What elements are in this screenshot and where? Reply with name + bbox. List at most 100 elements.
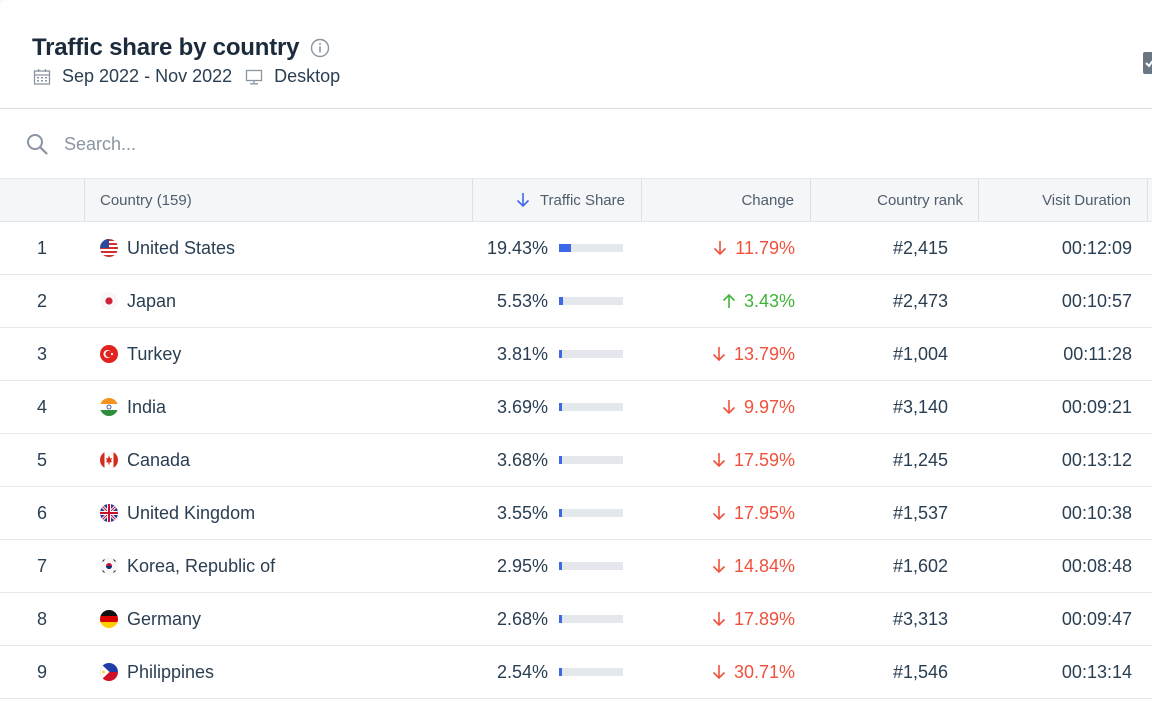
table-row[interactable]: 5 Canada 3.68% 17.59% #1,245 00:13:12	[0, 434, 1152, 487]
country-cell[interactable]: Canada	[100, 434, 190, 486]
change-value: 9.97%	[743, 396, 795, 417]
table-row[interactable]: 8 Germany 2.68% 17.89% #3,313 00:09:47	[0, 593, 1152, 646]
country-cell[interactable]: Korea, Republic of	[100, 540, 275, 592]
country-cell[interactable]: United States	[100, 222, 235, 274]
change-value: 17.95%	[733, 502, 795, 523]
table-row[interactable]: 7 Korea, Republic of 2.95% 14.84% #1,602 00:0…	[0, 540, 1152, 593]
table-row[interactable]: 3 Turkey 3.81% 13.79% #1,004 00:11:28	[0, 328, 1152, 381]
info-icon[interactable]	[310, 38, 330, 58]
table-row[interactable]: 6 United Kingdom 3.55% 17.95% #1,537 00:10:38	[0, 487, 1152, 540]
flag-ph-icon	[100, 663, 118, 681]
country-rank-value: #1,537	[892, 502, 948, 523]
traffic-share-bar-fill	[559, 562, 562, 570]
change-value: 14.84%	[733, 555, 795, 576]
arrow-down-icon	[712, 664, 726, 680]
traffic-share-bar	[559, 509, 623, 517]
traffic-share-cell: 2.54%	[473, 646, 623, 698]
search-input[interactable]	[64, 129, 564, 159]
search-icon	[25, 132, 49, 156]
flag-tr-icon	[100, 345, 118, 363]
traffic-share-bar	[559, 615, 623, 623]
country-name: Canada	[127, 449, 191, 470]
traffic-share-value: 3.55%	[496, 502, 548, 523]
traffic-share-value: 3.68%	[496, 449, 548, 470]
arrow-down-icon	[712, 346, 726, 362]
country-name: Germany	[127, 608, 202, 629]
traffic-share-bar	[559, 668, 623, 676]
table-body: 1 United States 19.43% 11.79% #2,415 00:12:09…	[0, 222, 1152, 699]
sort-down-icon	[516, 192, 530, 208]
traffic-share-cell: 5.53%	[473, 275, 623, 327]
change-cell: 11.79%	[642, 222, 795, 274]
traffic-share-cell: 3.81%	[473, 328, 623, 380]
country-cell[interactable]: Japan	[100, 275, 176, 327]
country-rank-value: #2,415	[892, 237, 948, 258]
visit-duration-value: 00:09:21	[1061, 396, 1132, 417]
row-index: 5	[36, 449, 47, 470]
country-cell[interactable]: Philippines	[100, 646, 214, 698]
table-row[interactable]: 4 India 3.69% 9.97% #3,140 00:09:21	[0, 381, 1152, 434]
traffic-share-bar	[559, 562, 623, 570]
arrow-down-icon	[712, 558, 726, 574]
change-cell: 30.71%	[642, 646, 795, 698]
flag-gb-icon	[100, 504, 118, 522]
country-cell[interactable]: United Kingdom	[100, 487, 255, 539]
country-cell[interactable]: Germany	[100, 593, 201, 645]
change-value: 3.43%	[743, 290, 795, 311]
visit-duration-value: 00:11:28	[1063, 343, 1132, 364]
flag-de-icon	[100, 610, 118, 628]
country-name: Turkey	[127, 343, 182, 364]
change-cell: 9.97%	[642, 381, 795, 433]
country-name: Japan	[127, 290, 177, 311]
traffic-share-bar	[559, 244, 623, 252]
traffic-share-bar-fill	[559, 403, 562, 411]
traffic-share-bar-fill	[559, 297, 563, 305]
country-name: United Kingdom	[127, 502, 256, 523]
traffic-share-value: 2.54%	[496, 661, 548, 682]
traffic-share-bar	[559, 297, 623, 305]
traffic-share-value: 2.68%	[496, 608, 548, 629]
row-index: 6	[36, 502, 47, 523]
visit-duration-value: 00:13:14	[1061, 661, 1132, 682]
traffic-share-bar-fill	[559, 615, 562, 623]
device-label: Desktop	[274, 66, 341, 86]
country-rank-value: #1,004	[892, 343, 948, 364]
traffic-share-value: 3.69%	[496, 396, 548, 417]
row-index: 9	[36, 661, 47, 682]
country-rank-value: #1,602	[892, 555, 948, 576]
country-cell[interactable]: Turkey	[100, 328, 181, 380]
country-cell[interactable]: India	[100, 381, 166, 433]
column-country[interactable]: Country (159)	[100, 191, 192, 209]
date-range: Sep 2022 - Nov 2022	[62, 66, 233, 86]
traffic-share-value: 19.43%	[486, 237, 548, 258]
page-title: Traffic share by country	[32, 34, 300, 61]
traffic-share-cell: 3.55%	[473, 487, 623, 539]
traffic-share-bar-fill	[559, 456, 562, 464]
country-rank-value: #3,140	[892, 396, 948, 417]
flag-in-icon	[100, 398, 118, 416]
arrow-down-icon	[712, 611, 726, 627]
table-row[interactable]: 2 Japan 5.53% 3.43% #2,473 00:10:57	[0, 275, 1152, 328]
column-country-rank[interactable]: Country rank	[877, 191, 963, 209]
traffic-share-value: 3.81%	[496, 343, 548, 364]
table-header: Country (159) Traffic Share Change Count…	[0, 179, 1152, 222]
traffic-share-bar	[559, 403, 623, 411]
column-visit-duration[interactable]: Visit Duration	[1042, 191, 1131, 209]
table-row[interactable]: 9 Philippines 2.54% 30.71% #1,546 00:13:14	[0, 646, 1152, 699]
export-icon[interactable]	[1142, 50, 1152, 76]
traffic-share-bar	[559, 456, 623, 464]
traffic-share-value: 2.95%	[496, 555, 548, 576]
country-rank-value: #1,546	[892, 661, 948, 682]
visit-duration-value: 00:13:12	[1061, 449, 1132, 470]
calendar-icon	[32, 67, 52, 87]
column-traffic-share-label: Traffic Share	[539, 191, 625, 209]
traffic-share-value: 5.53%	[496, 290, 548, 311]
column-traffic-share[interactable]: Traffic Share	[473, 179, 625, 221]
arrow-down-icon	[713, 240, 727, 256]
table-row[interactable]: 1 United States 19.43% 11.79% #2,415 00:12:09	[0, 222, 1152, 275]
arrow-down-icon	[712, 452, 726, 468]
row-index: 1	[36, 237, 47, 258]
column-change[interactable]: Change	[741, 191, 794, 209]
traffic-share-cell: 2.95%	[473, 540, 623, 592]
arrow-down-icon	[712, 505, 726, 521]
